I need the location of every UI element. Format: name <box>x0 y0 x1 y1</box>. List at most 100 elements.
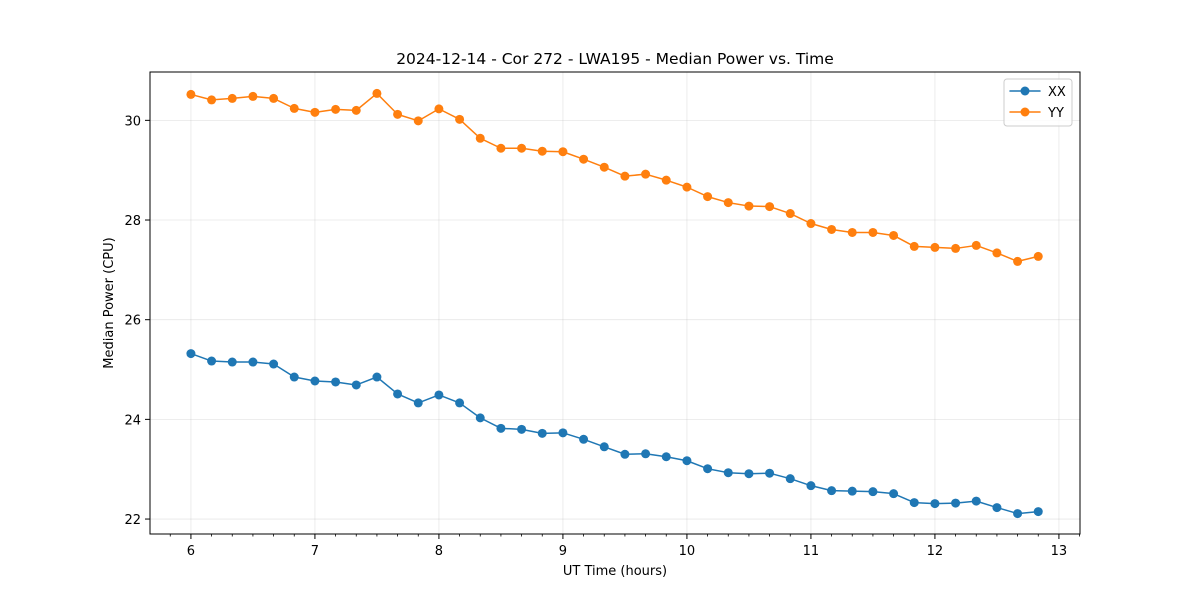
series-layer <box>186 88 1043 519</box>
data-point-xx <box>434 390 444 400</box>
x-axis-label: UT Time (hours) <box>563 564 667 579</box>
data-point-yy <box>661 175 671 185</box>
data-point-xx <box>930 499 940 509</box>
data-point-yy <box>909 241 919 251</box>
data-point-xx <box>537 428 547 438</box>
data-point-xx <box>579 434 589 444</box>
data-point-xx <box>992 503 1002 513</box>
data-point-yy <box>393 109 403 119</box>
legend: XX YY <box>1003 78 1073 127</box>
data-point-xx <box>599 442 609 452</box>
data-point-xx <box>889 489 899 499</box>
x-tick-label: 6 <box>187 544 195 559</box>
y-axis-label: Median Power (CPU) <box>102 237 117 368</box>
data-point-yy <box>744 201 754 211</box>
data-point-yy <box>227 93 237 103</box>
data-point-yy <box>248 91 258 101</box>
y-tick-label: 28 <box>124 214 141 229</box>
grid <box>150 72 1080 534</box>
data-point-xx <box>868 487 878 497</box>
data-point-yy <box>269 93 279 103</box>
data-point-yy <box>207 95 217 105</box>
data-point-yy <box>723 198 733 208</box>
data-point-yy <box>971 240 981 250</box>
data-point-xx <box>765 468 775 478</box>
data-point-xx <box>620 449 630 459</box>
data-point-yy <box>930 242 940 252</box>
x-tick-label: 10 <box>679 544 696 559</box>
data-point-xx <box>1033 507 1043 517</box>
data-point-yy <box>351 105 361 115</box>
data-point-yy <box>289 103 299 113</box>
data-point-xx <box>971 496 981 506</box>
data-point-yy <box>992 248 1002 258</box>
data-point-xx <box>475 413 485 423</box>
data-point-yy <box>703 192 713 202</box>
x-tick-label: 11 <box>803 544 820 559</box>
data-point-yy <box>331 104 341 114</box>
data-point-yy <box>579 154 589 164</box>
data-point-xx <box>744 469 754 479</box>
data-point-yy <box>413 116 423 126</box>
legend-label-xx: XX <box>1048 85 1066 100</box>
data-point-xx <box>661 452 671 462</box>
data-point-yy <box>475 133 485 143</box>
y-tick-label: 26 <box>124 314 141 329</box>
data-point-xx <box>1013 509 1023 519</box>
data-point-xx <box>847 486 857 496</box>
axis-ticks: 6 7 8 9 10 11 12 13 22 24 26 28 30 <box>124 114 1080 559</box>
data-point-xx <box>372 372 382 382</box>
data-point-xx <box>909 498 919 508</box>
y-tick-label: 30 <box>124 114 141 129</box>
data-point-yy <box>641 169 651 179</box>
data-point-xx <box>393 389 403 399</box>
data-point-yy <box>847 227 857 237</box>
data-point-yy <box>558 147 568 157</box>
data-point-yy <box>1033 251 1043 261</box>
chart-title: 2024-12-14 - Cor 272 - LWA195 - Median P… <box>396 50 834 68</box>
data-point-yy <box>806 219 816 229</box>
data-point-xx <box>785 474 795 484</box>
data-point-xx <box>558 428 568 438</box>
plot-frame <box>149 71 1081 535</box>
data-point-yy <box>599 162 609 172</box>
data-point-yy <box>310 107 320 117</box>
x-tick-label: 12 <box>927 544 944 559</box>
data-point-yy <box>455 114 465 124</box>
data-point-yy <box>951 243 961 253</box>
y-tick-label: 22 <box>124 513 141 528</box>
data-point-yy <box>537 146 547 156</box>
data-point-xx <box>723 468 733 478</box>
data-point-yy <box>620 171 630 181</box>
data-point-yy <box>827 224 837 234</box>
data-point-yy <box>785 209 795 219</box>
data-point-yy <box>186 89 196 99</box>
data-point-yy <box>372 88 382 98</box>
data-point-yy <box>434 104 444 114</box>
data-point-xx <box>331 377 341 387</box>
data-point-xx <box>682 456 692 466</box>
data-point-xx <box>806 481 816 491</box>
data-point-yy <box>889 230 899 240</box>
data-point-yy <box>765 202 775 212</box>
data-point-yy <box>517 143 527 153</box>
data-point-xx <box>703 464 713 474</box>
legend-marker-yy <box>1020 107 1030 117</box>
data-point-xx <box>310 376 320 386</box>
x-tick-label: 7 <box>311 544 319 559</box>
data-point-yy <box>868 227 878 237</box>
data-point-xx <box>227 357 237 367</box>
data-point-xx <box>351 380 361 390</box>
data-point-xx <box>641 449 651 459</box>
series-xx <box>186 349 1043 519</box>
data-point-xx <box>289 372 299 382</box>
y-tick-label: 24 <box>124 413 141 428</box>
x-tick-label: 13 <box>1051 544 1068 559</box>
data-point-xx <box>517 424 527 434</box>
data-point-xx <box>951 498 961 508</box>
x-tick-label: 8 <box>435 544 443 559</box>
data-point-xx <box>186 349 196 359</box>
data-point-xx <box>496 423 506 433</box>
data-point-yy <box>1013 256 1023 266</box>
